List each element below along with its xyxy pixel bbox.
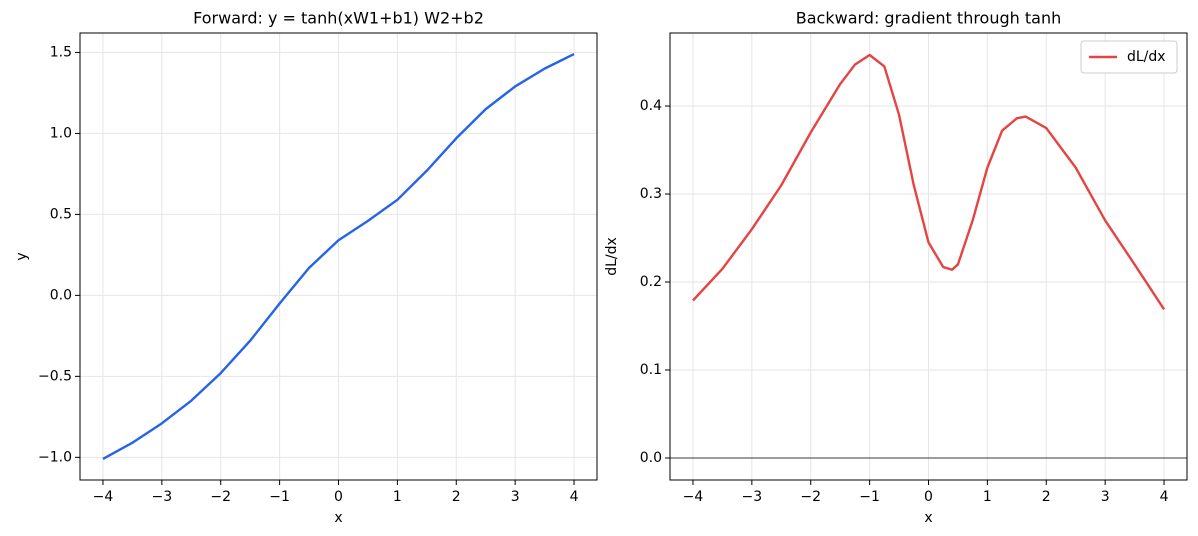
- x-tick-label: 2: [1042, 489, 1051, 505]
- y-tick-label: 0.5: [50, 206, 72, 222]
- y-tick-label: 0.1: [640, 362, 662, 378]
- y-axis-label: y: [14, 252, 30, 260]
- line-series: [102, 52, 575, 461]
- line-series: [692, 53, 1166, 310]
- chart-title: Backward: gradient through tanh: [796, 9, 1061, 28]
- legend-box: [1080, 40, 1178, 74]
- y-tick-label: 1.5: [50, 44, 72, 60]
- x-tick-label: −4: [683, 489, 704, 505]
- x-tick-label: −2: [800, 489, 821, 505]
- x-tick-label: 0: [924, 489, 933, 505]
- y-tick-label: 0.3: [640, 186, 662, 202]
- x-tick-label: 1: [983, 489, 992, 505]
- y-tick-label: 0.4: [640, 98, 662, 114]
- x-tick-label: −2: [210, 489, 231, 505]
- x-axis-label: x: [924, 510, 932, 526]
- y-tick-label: 1.0: [50, 125, 72, 141]
- y-tick-label: 0.0: [50, 287, 72, 303]
- x-tick-label: 3: [1101, 489, 1110, 505]
- x-tick-label: 1: [393, 489, 402, 505]
- chart-title: Forward: y = tanh(xW1+b1) W2+b2: [193, 9, 484, 28]
- plot-frame: [669, 32, 1188, 481]
- legend-label: dL/dx: [1127, 49, 1166, 65]
- x-tick-label: −1: [269, 489, 290, 505]
- y-tick-label: 0.0: [640, 450, 662, 466]
- plot-frame: [79, 32, 598, 481]
- x-tick-label: 0: [334, 489, 343, 505]
- y-axis-label: dL/dx: [604, 237, 620, 276]
- x-tick-label: 4: [1160, 489, 1169, 505]
- x-axis-label: x: [334, 510, 342, 526]
- y-tick-label: 0.2: [640, 274, 662, 290]
- x-tick-label: −4: [93, 489, 114, 505]
- x-tick-label: 2: [452, 489, 461, 505]
- x-tick-label: −3: [742, 489, 763, 505]
- x-tick-label: −1: [859, 489, 880, 505]
- x-tick-label: 3: [511, 489, 520, 505]
- y-tick-label: −1.0: [38, 449, 72, 465]
- x-tick-label: −3: [152, 489, 173, 505]
- y-tick-label: −0.5: [38, 368, 72, 384]
- x-tick-label: 4: [570, 489, 579, 505]
